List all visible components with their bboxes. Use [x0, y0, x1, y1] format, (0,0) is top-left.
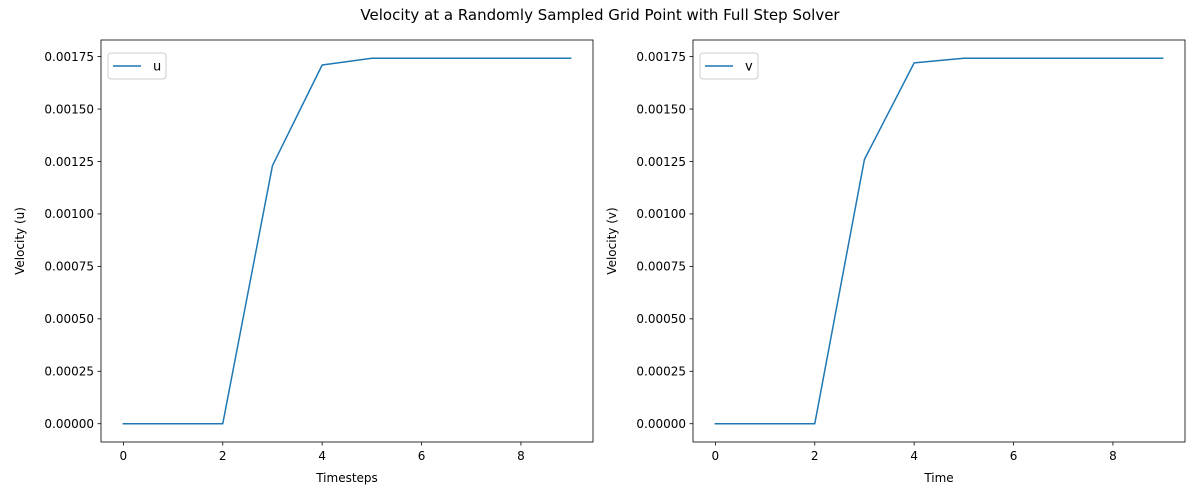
y-tick-label: 0.00175 — [636, 50, 686, 64]
x-axis-label: Timesteps — [315, 471, 378, 485]
x-tick-label: 8 — [517, 449, 525, 463]
y-tick-label: 0.00000 — [44, 417, 94, 431]
x-tick-label: 8 — [1109, 449, 1117, 463]
legend: u — [107, 52, 167, 80]
figure-title: Velocity at a Randomly Sampled Grid Poin… — [360, 6, 840, 24]
y-tick-label: 0.00025 — [44, 365, 94, 379]
y-tick-label: 0.00075 — [636, 260, 686, 274]
x-tick-label: 2 — [219, 449, 227, 463]
x-tick-label: 4 — [910, 449, 918, 463]
y-tick-label: 0.00100 — [636, 207, 686, 221]
x-tick-label: 4 — [318, 449, 326, 463]
y-tick-label: 0.00025 — [636, 365, 686, 379]
y-tick-label: 0.00125 — [636, 155, 686, 169]
subplot-2: 0 2 4 6 8 0.00000 0.00025 0.00050 0.00075 0.00100… — [605, 39, 1186, 485]
x-tick-label: 2 — [811, 449, 819, 463]
axes-frame — [692, 39, 1186, 443]
y-tick-label: 0.00050 — [636, 312, 686, 326]
x-tick-label: 6 — [1010, 449, 1018, 463]
series-line-v — [714, 57, 1164, 425]
axes-frame — [100, 39, 594, 443]
y-tick-label: 0.00075 — [44, 260, 94, 274]
x-tick-label: 6 — [418, 449, 426, 463]
y-tick-label: 0.00050 — [44, 312, 94, 326]
subplot-1: 0 2 4 6 8 0.00000 0.00025 0.00050 0.00075 0.00100… — [13, 39, 594, 485]
series-line-u — [122, 57, 572, 425]
x-tick-label: 0 — [712, 449, 720, 463]
y-tick-label: 0.00100 — [44, 207, 94, 221]
x-tick-label: 0 — [120, 449, 128, 463]
y-tick-label: 0.00150 — [636, 102, 686, 116]
y-axis-label: Velocity (v) — [605, 207, 619, 274]
x-axis-label: Time — [923, 471, 953, 485]
legend-label-u: u — [153, 60, 161, 75]
y-tick-label: 0.00150 — [44, 102, 94, 116]
y-tick-label: 0.00175 — [44, 50, 94, 64]
legend-label-v: v — [745, 60, 753, 75]
y-axis-label: Velocity (u) — [13, 207, 27, 275]
legend: v — [699, 52, 759, 80]
y-tick-label: 0.00000 — [636, 417, 686, 431]
y-tick-label: 0.00125 — [44, 155, 94, 169]
